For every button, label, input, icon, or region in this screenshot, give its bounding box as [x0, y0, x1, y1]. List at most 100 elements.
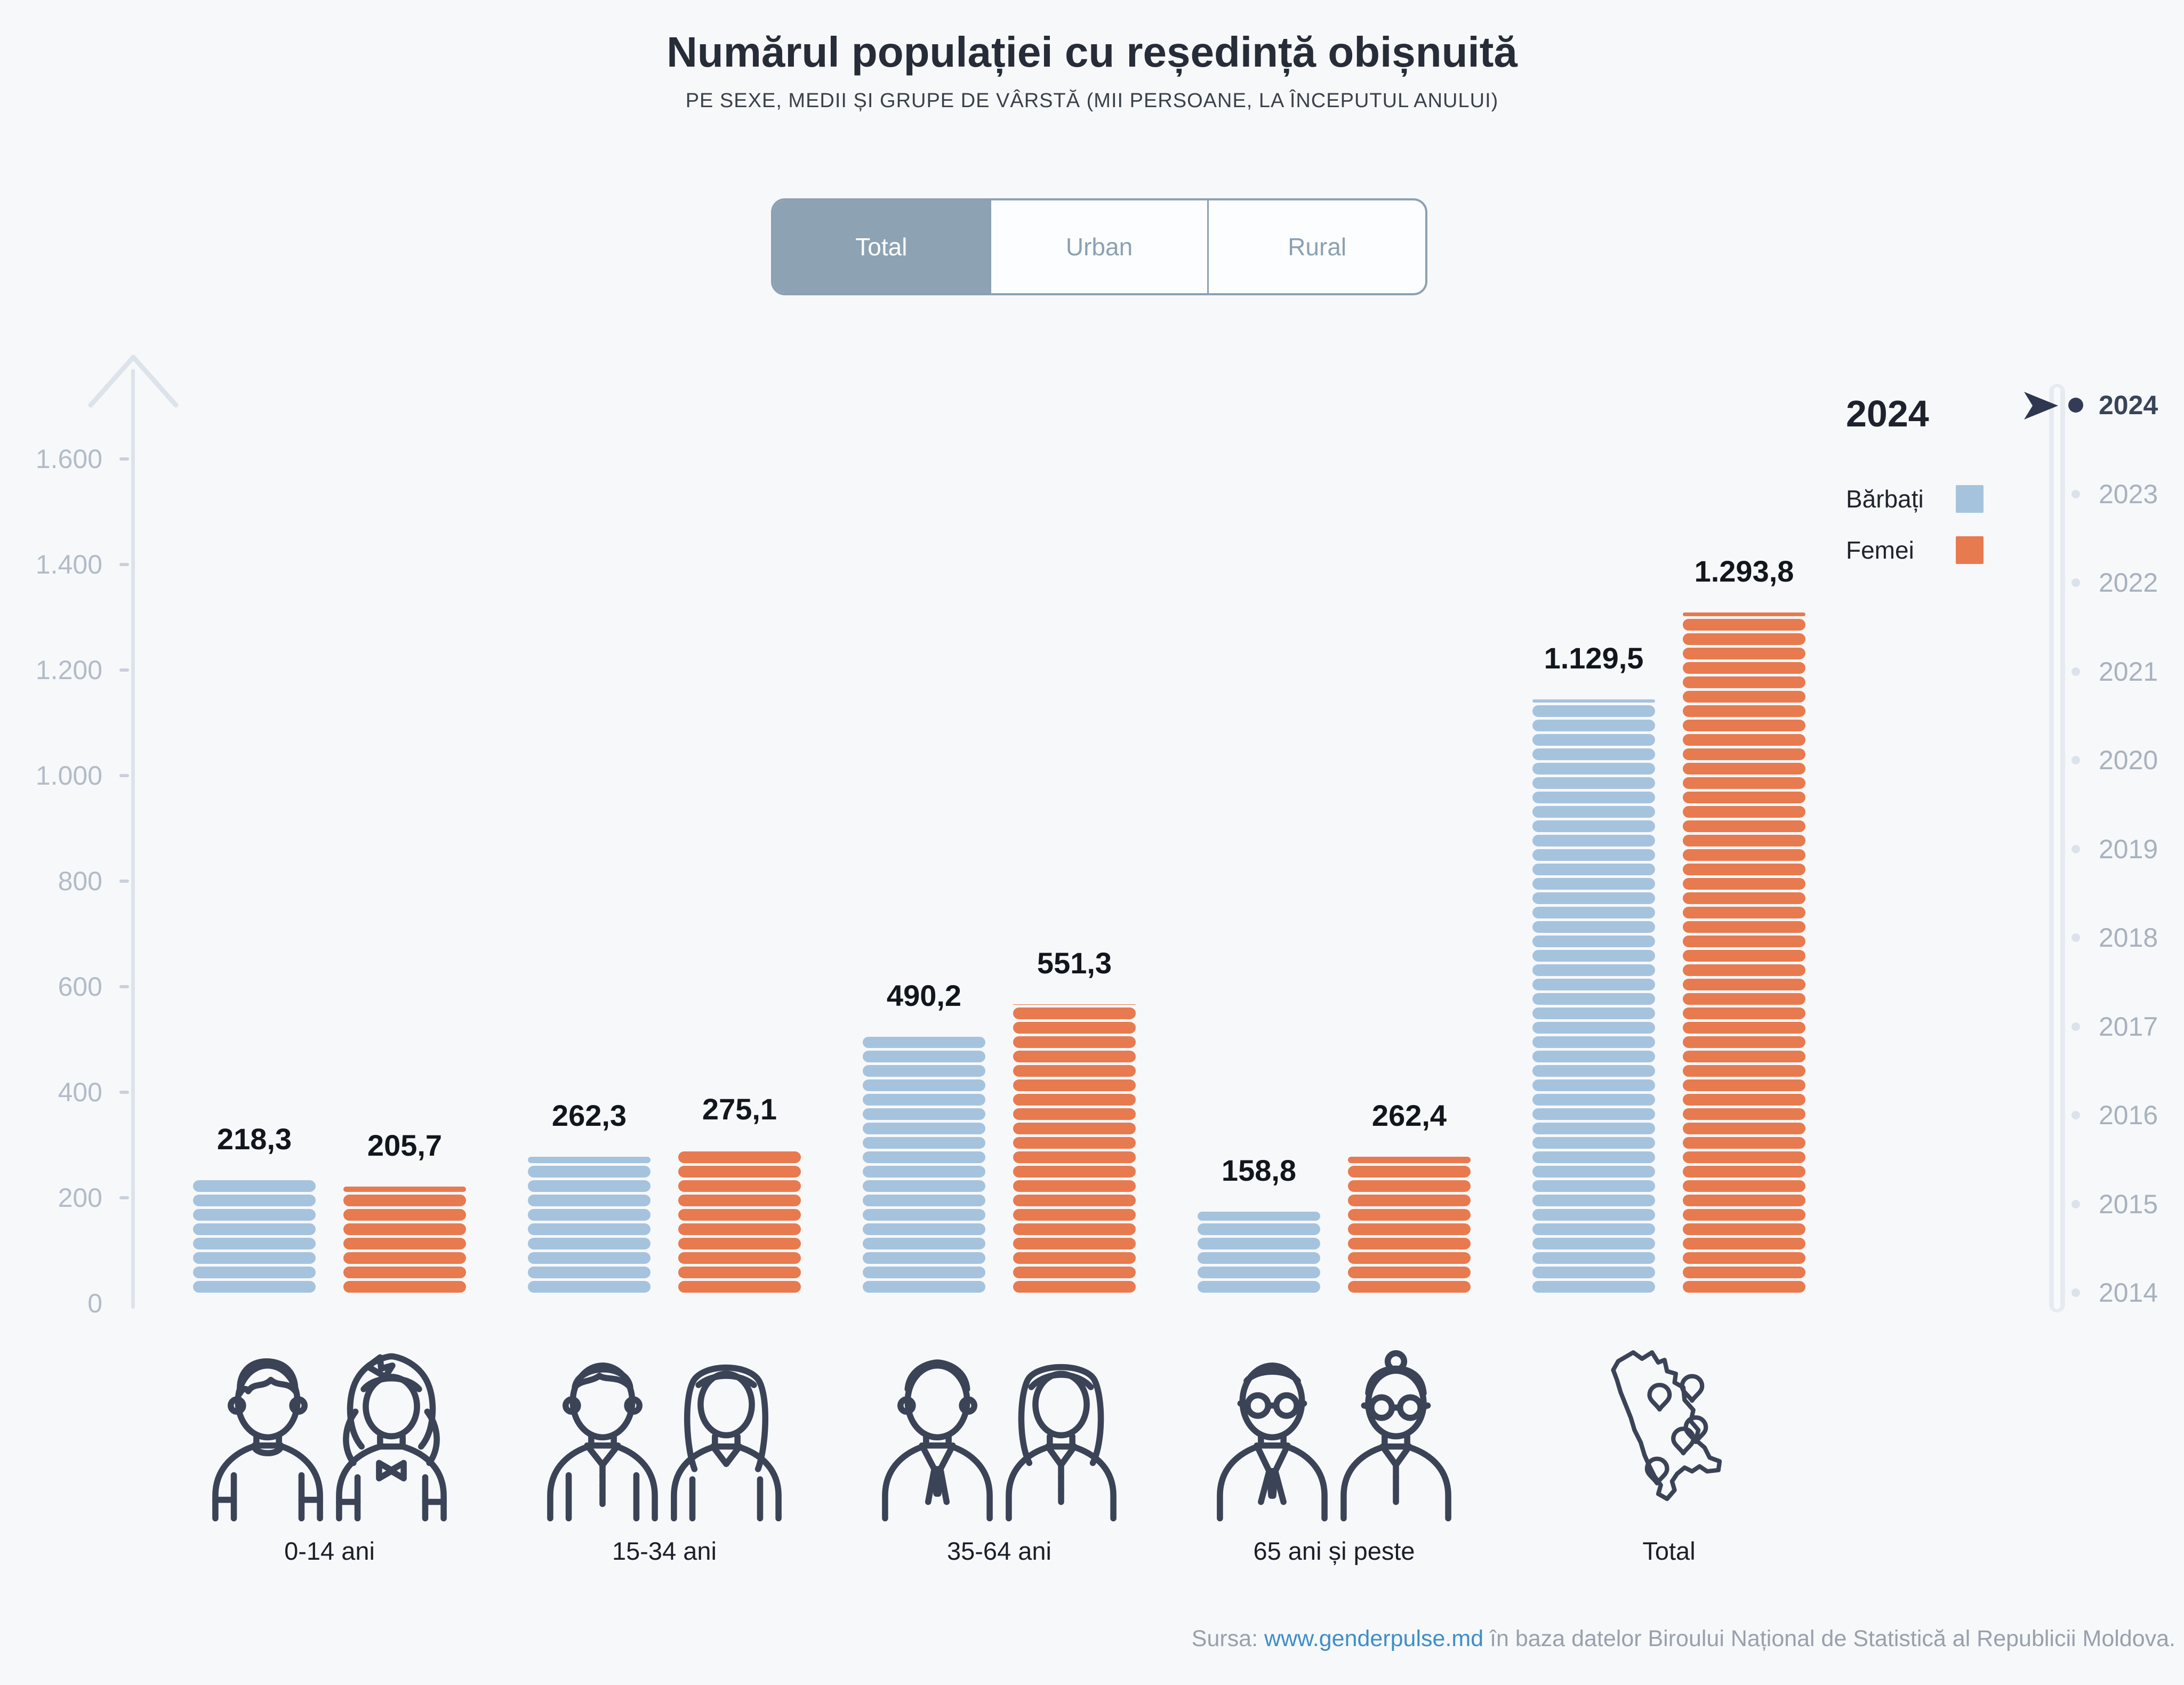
bar-stripe: [1198, 1212, 1320, 1221]
bar-stripe: [1013, 1223, 1136, 1235]
bar-stripe: [1683, 820, 1805, 832]
bar-stripe: [343, 1267, 466, 1278]
timeline-year-2023[interactable]: 2023: [2099, 479, 2158, 509]
bar-stripe: [1683, 662, 1805, 674]
bar-stripe: [1683, 979, 1805, 990]
bar-stripe: [678, 1223, 801, 1235]
bar-stripe: [528, 1267, 651, 1278]
timeline-dot-2019[interactable]: [2071, 844, 2080, 853]
timeline-dot-2015[interactable]: [2071, 1199, 2080, 1208]
timeline-year-2024[interactable]: 2024: [2099, 390, 2158, 420]
bar-stripe: [528, 1223, 651, 1235]
y-tick-mark: [119, 668, 129, 672]
bar-stripe: [1348, 1209, 1471, 1221]
bar-stripe: [1013, 1281, 1136, 1293]
bar-stripe: [1683, 734, 1805, 746]
bar-stripe: [1683, 1151, 1805, 1163]
medium-tabs: Total Urban Rural: [771, 198, 1427, 295]
timeline-dot-2018[interactable]: [2071, 933, 2080, 942]
bar-stripe: [1532, 1051, 1655, 1062]
timeline-dot-2014[interactable]: [2071, 1288, 2080, 1297]
bar-stripe: [1683, 835, 1805, 846]
bar-stripe: [1683, 993, 1805, 1005]
bar-stripe: [1532, 1065, 1655, 1077]
male-value-label-4: 1.129,5: [1544, 641, 1644, 675]
timeline-year-2020[interactable]: 2020: [2099, 745, 2158, 775]
timeline-dot-2023[interactable]: [2071, 489, 2080, 498]
y-tick-mark: [119, 563, 129, 566]
timeline-year-2016[interactable]: 2016: [2099, 1100, 2158, 1130]
genderpulse-link[interactable]: www.genderpulse.md: [1264, 1626, 1484, 1651]
bar-stripe: [1683, 892, 1805, 904]
timeline-dot-2021[interactable]: [2071, 667, 2080, 676]
male-value-label-0: 218,3: [216, 1122, 292, 1156]
bar-stripe: [1013, 1123, 1136, 1134]
female-bar-1: [678, 1148, 801, 1293]
bar-stripe: [678, 1267, 801, 1278]
y-tick-label: 1.000: [35, 761, 102, 791]
tab-rural[interactable]: Rural: [1207, 200, 1425, 293]
female-color-swatch: [1956, 536, 1984, 564]
bar-stripe: [1683, 633, 1805, 645]
bar-stripe: [1013, 1007, 1136, 1019]
bar-stripe: [1013, 1108, 1136, 1120]
group-seniors: 65 ani și peste: [1169, 1331, 1499, 1566]
bar-stripe: [1348, 1180, 1471, 1192]
timeline-track-groove: [2054, 387, 2060, 1309]
bar-stripe: [1532, 1151, 1655, 1163]
bar-stripe: [1348, 1166, 1471, 1178]
y-axis-arrow-icon: [88, 354, 179, 408]
timeline-cursor-icon[interactable]: [2024, 390, 2061, 422]
bar-stripe: [1683, 1267, 1805, 1278]
bar-stripe: [528, 1157, 651, 1163]
bar-stripe: [1683, 1007, 1805, 1019]
bar-stripe: [1013, 1180, 1136, 1192]
tab-urban[interactable]: Urban: [989, 200, 1208, 293]
page-title: Numărul populației cu reședință obișnuit…: [667, 28, 1517, 76]
bar-stripe: [1532, 936, 1655, 947]
bar-stripe: [678, 1281, 801, 1293]
timeline-dot-2017[interactable]: [2071, 1022, 2080, 1031]
bar-stripe: [343, 1252, 466, 1264]
male-value-label-3: 158,8: [1221, 1154, 1297, 1187]
bar-stripe: [1532, 1238, 1655, 1249]
bar-stripe: [1683, 777, 1805, 789]
timeline-track[interactable]: [2049, 384, 2065, 1312]
legend-male-label: Bărbați: [1846, 485, 1924, 513]
bar-stripe: [1532, 1166, 1655, 1178]
group-label: 15-34 ani: [612, 1537, 717, 1565]
timeline-dot-2022[interactable]: [2071, 578, 2080, 587]
bar-stripe: [1683, 612, 1805, 616]
female-bar-3: [1348, 1154, 1471, 1293]
bar-stripe: [528, 1195, 651, 1206]
y-tick-mark: [119, 457, 129, 461]
tab-total[interactable]: Total: [773, 200, 990, 293]
old-man-icon: [1206, 1348, 1339, 1522]
bar-stripe: [1532, 763, 1655, 775]
bar-stripe: [1683, 1079, 1805, 1091]
bar-stripe: [1532, 792, 1655, 803]
bar-stripe: [528, 1180, 651, 1192]
bar-stripe: [863, 1051, 985, 1062]
bar-stripe: [1013, 1094, 1136, 1106]
bar-stripe: [1683, 1209, 1805, 1221]
timeline-dot-2020[interactable]: [2071, 756, 2080, 764]
bar-stripe: [1683, 748, 1805, 760]
timeline-year-2022[interactable]: 2022: [2099, 568, 2158, 598]
timeline-dot-2016[interactable]: [2071, 1111, 2080, 1119]
timeline-year-2019[interactable]: 2019: [2099, 834, 2158, 864]
group-total: Total: [1504, 1331, 1834, 1566]
timeline-year-2017[interactable]: 2017: [2099, 1011, 2158, 1042]
timeline-year-2018[interactable]: 2018: [2099, 923, 2158, 953]
young-man-icon: [536, 1348, 669, 1522]
timeline-year-2015[interactable]: 2015: [2099, 1189, 2158, 1219]
bar-stripe: [343, 1209, 466, 1221]
timeline-dot-2024[interactable]: [2068, 398, 2083, 413]
group-children: 0-14 ani: [164, 1331, 495, 1566]
bar-stripe: [1532, 950, 1655, 962]
bar-stripe: [1198, 1238, 1320, 1249]
bar-stripe: [863, 1151, 985, 1163]
bar-stripe: [1348, 1195, 1471, 1206]
timeline-year-2014[interactable]: 2014: [2099, 1278, 2158, 1308]
timeline-year-2021[interactable]: 2021: [2099, 656, 2158, 687]
